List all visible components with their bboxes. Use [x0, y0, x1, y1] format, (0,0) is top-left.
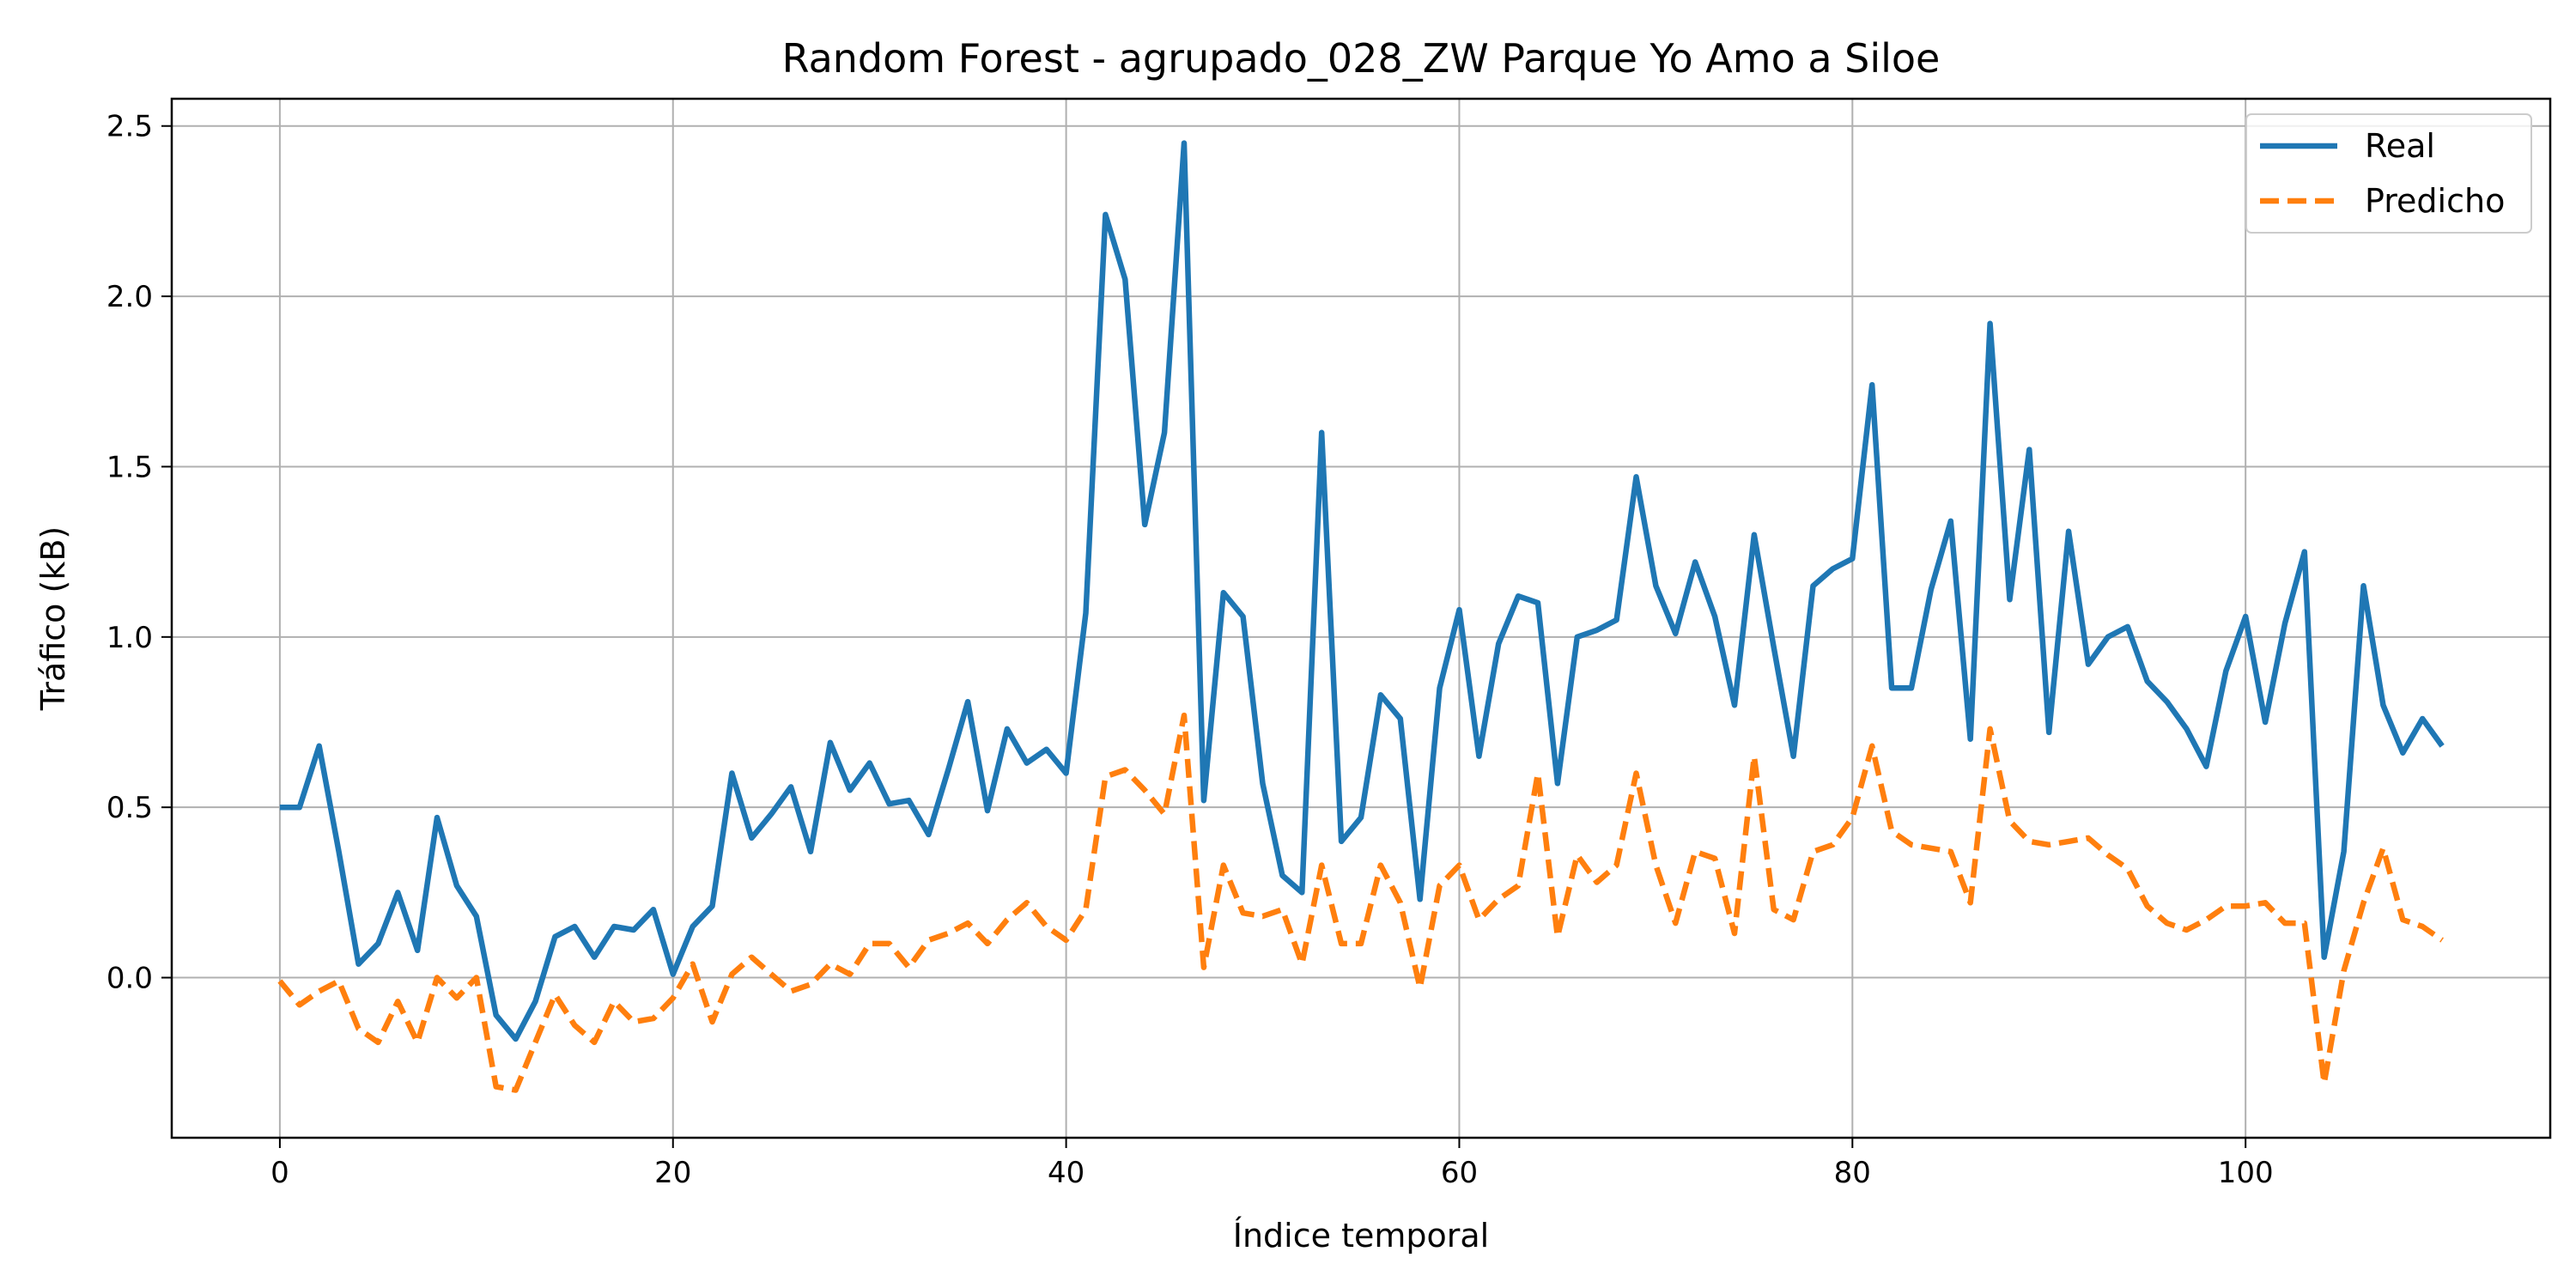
x-tick-label: 100: [2218, 1156, 2274, 1190]
y-tick-label: 1.5: [106, 450, 153, 484]
y-tick-label: 0.5: [106, 791, 153, 825]
legend: Real Predicho: [2245, 113, 2532, 234]
y-tick-label: 1.0: [106, 621, 153, 655]
series-line-predicho: [277, 712, 2444, 1093]
legend-label-real: Real: [2365, 127, 2435, 165]
x-tick-label: 60: [1441, 1156, 1478, 1190]
y-tick-label: 2.0: [106, 280, 153, 314]
legend-label-predicho: Predicho: [2365, 182, 2505, 220]
x-tick-label: 20: [654, 1156, 691, 1190]
x-tick-label: 40: [1048, 1156, 1084, 1190]
x-tick-label: 80: [1834, 1156, 1871, 1190]
grid: [172, 99, 2550, 1138]
series-layer: [277, 140, 2445, 1093]
y-axis-label: Tráfico (kB): [34, 526, 72, 711]
chart-title: Random Forest - agrupado_028_ZW Parque Y…: [782, 35, 1941, 82]
y-tick-label: 2.5: [106, 110, 153, 144]
series-line-real: [279, 140, 2445, 1042]
y-tick-label: 0.0: [106, 962, 153, 996]
plot-frame: [170, 97, 2552, 1139]
y-axis-ticks: 0.0 0.5 1.0 1.5 2.0 2.5: [106, 110, 172, 996]
x-tick-label: 0: [270, 1156, 289, 1190]
x-axis-label: Índice temporal: [1233, 1217, 1489, 1255]
x-axis-ticks: 0 20 40 60 80 100: [270, 1138, 2274, 1190]
